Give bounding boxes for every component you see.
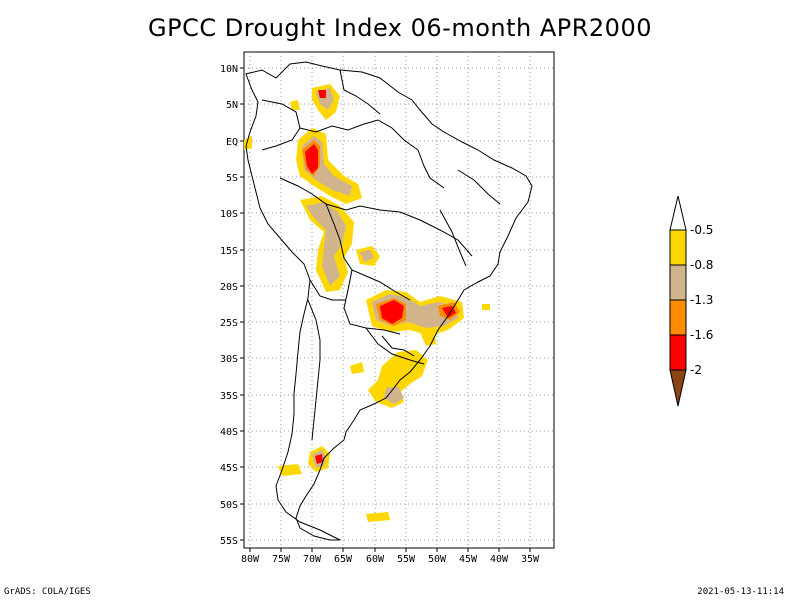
- legend-label: -1.6: [690, 328, 713, 342]
- lat-label: 45S: [220, 463, 238, 474]
- lon-label: 60W: [366, 554, 385, 565]
- region-chile-south-light: [278, 464, 302, 476]
- region-pr-light: [482, 304, 490, 310]
- lon-label: 50W: [428, 554, 447, 565]
- region-patagonia-red: [315, 454, 323, 464]
- lat-label: 10S: [220, 209, 238, 220]
- legend-label: -0.5: [690, 223, 713, 237]
- map-frame: [243, 51, 555, 549]
- lon-label: 45W: [459, 554, 478, 565]
- region-peru-tan: [306, 202, 346, 286]
- region-santafe-light: [350, 362, 364, 374]
- region-colombia-red: [318, 90, 326, 98]
- lon-label: 75W: [272, 554, 291, 565]
- map-title: GPCC Drought Index 06-month APR2000: [148, 14, 652, 42]
- lat-label: 50S: [220, 500, 238, 511]
- legend-label: -2: [690, 363, 702, 377]
- lat-label: 30S: [220, 354, 238, 365]
- lat-label: 5S: [226, 173, 238, 184]
- footer-credit: GrADS: COLA/IGES: [4, 587, 91, 597]
- footer-timestamp: 2021-05-13-11:14: [697, 587, 784, 597]
- region-paraguay-red: [380, 300, 404, 324]
- lat-label: 25S: [220, 318, 238, 329]
- longitude-axis: 80W 75W 70W 65W 60W 55W 50W 45W 40W 35W: [241, 548, 540, 565]
- lat-label: 55S: [220, 536, 238, 547]
- legend-label: -1.3: [690, 293, 713, 307]
- region-amazon-red: [305, 144, 318, 174]
- lat-label: 20S: [220, 282, 238, 293]
- latitude-axis: 10N 5N EQ 5S 10S 15S 20S 25S 30S 35S 40S…: [220, 64, 244, 547]
- region-falklands-light: [366, 512, 390, 522]
- legend-triangle-bottom: [669, 369, 687, 407]
- south-america-coastline: [245, 61, 533, 541]
- region-uruguay-tan: [384, 386, 404, 404]
- region-venezuela-light: [290, 100, 300, 110]
- lat-label: 10N: [220, 64, 238, 75]
- legend-swatch: [669, 334, 687, 371]
- drought-regions: [244, 84, 490, 522]
- lon-label: 80W: [241, 554, 260, 565]
- lat-label: 35S: [220, 391, 238, 402]
- lon-label: 55W: [397, 554, 416, 565]
- region-uruguay-light: [368, 350, 428, 408]
- lat-label: EQ: [226, 137, 238, 148]
- legend-swatch: [669, 299, 687, 336]
- legend-label: -0.8: [690, 258, 713, 272]
- lon-label: 70W: [303, 554, 322, 565]
- color-legend: -0.5 -0.8 -1.3 -1.6 -2: [669, 195, 713, 407]
- lon-label: 35W: [521, 554, 540, 565]
- lat-label: 15S: [220, 246, 238, 257]
- legend-swatch: [669, 229, 687, 266]
- lon-label: 65W: [334, 554, 353, 565]
- legend-triangle-top: [669, 195, 687, 231]
- region-central-tan: [360, 250, 374, 262]
- lon-label: 40W: [490, 554, 509, 565]
- lat-label: 5N: [226, 100, 238, 111]
- legend-swatch: [669, 264, 687, 301]
- lat-label: 40S: [220, 427, 238, 438]
- country-borders: [261, 69, 501, 441]
